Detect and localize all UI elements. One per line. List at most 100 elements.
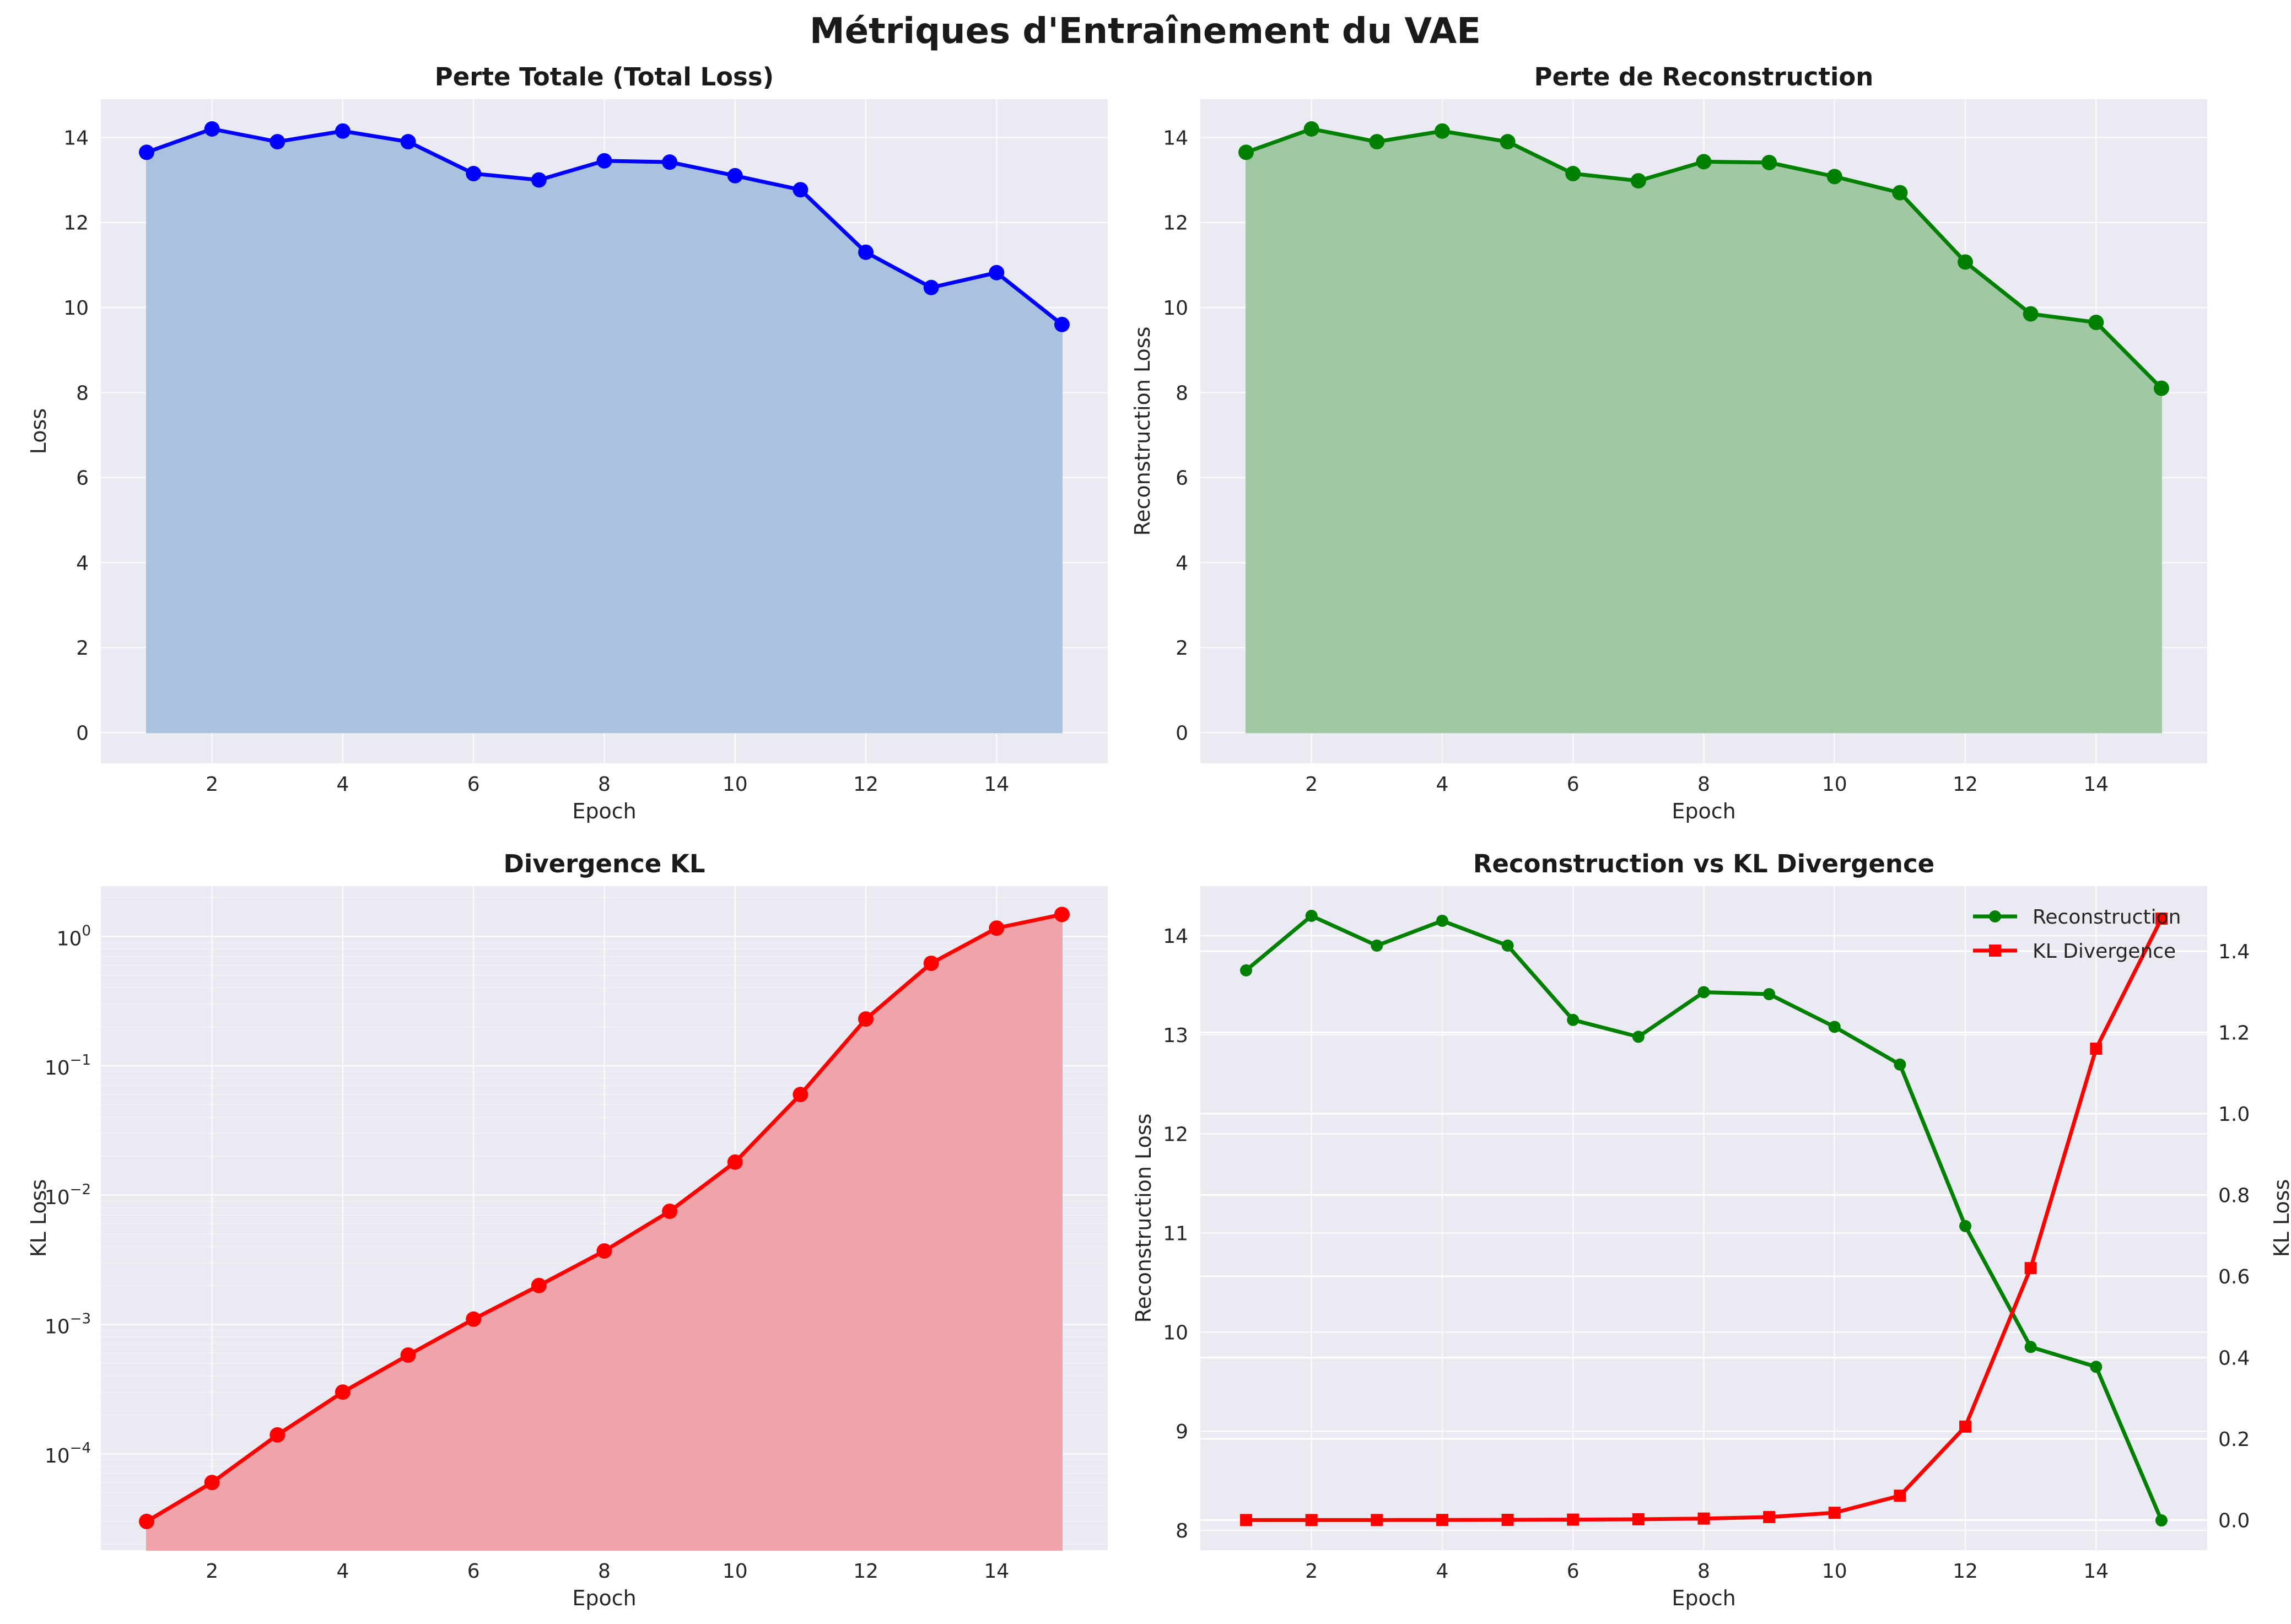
data-point: [1567, 1013, 1580, 1026]
data-point: [400, 134, 416, 150]
data-point: [1436, 914, 1448, 927]
y-tick-label: 2: [76, 637, 89, 660]
data-point: [858, 1011, 874, 1027]
y2-tick-label: 0.0: [2218, 1509, 2250, 1532]
y-axis-label: Loss: [26, 408, 51, 454]
x-tick-label: 4: [337, 773, 349, 796]
y-tick-label: 0: [76, 722, 89, 744]
legend-marker: [1989, 945, 2001, 957]
y-tick-label: 4: [1176, 552, 1188, 575]
y-axis-label: Reconstruction Loss: [1131, 1114, 1156, 1323]
data-point: [989, 920, 1005, 936]
x-tick-label: 12: [853, 1560, 878, 1583]
data-point: [1303, 121, 1319, 137]
y2-tick-label: 1.4: [2218, 941, 2250, 963]
data-point: [1697, 1512, 1710, 1525]
x-axis-label: Epoch: [1672, 1586, 1735, 1610]
data-point: [596, 153, 612, 169]
data-point: [269, 1427, 285, 1443]
y-axis-label: Reconstruction Loss: [1130, 327, 1155, 536]
data-point: [335, 123, 351, 139]
y-tick-label: 6: [1176, 467, 1188, 490]
data-point: [1959, 1420, 1972, 1433]
x-tick-label: 2: [1305, 1560, 1318, 1583]
y2-tick-label: 1.2: [2218, 1022, 2250, 1044]
x-tick-label: 4: [1436, 1560, 1449, 1583]
y-tick-label: 10−4: [45, 1440, 91, 1467]
y-tick-label: 8: [1176, 1520, 1188, 1542]
x-tick-label: 14: [2083, 773, 2109, 796]
data-point: [1763, 988, 1776, 1001]
data-point: [1371, 939, 1383, 952]
y-tick-label: 10: [63, 297, 89, 320]
chart-title: Perte Totale (Total Loss): [435, 62, 774, 91]
chart-title: Reconstruction vs KL Divergence: [1473, 849, 1934, 878]
data-point: [2088, 315, 2104, 331]
y-tick-label: 8: [1176, 382, 1188, 404]
legend-entry: KL Divergence: [2033, 940, 2176, 963]
x-tick-label: 4: [1436, 773, 1449, 796]
x-tick-label: 6: [1567, 1560, 1580, 1583]
chart-kl-divergence: 2 4 6 8 10 12 14 10−4 10−3 10−2 10−1 100 Divergence …: [26, 849, 1108, 1610]
data-point: [727, 168, 743, 184]
data-point: [1054, 316, 1070, 332]
data-point: [1240, 1514, 1253, 1526]
data-point: [1305, 1514, 1318, 1526]
data-point: [662, 1204, 678, 1220]
data-point: [1369, 134, 1385, 150]
data-point: [2023, 306, 2039, 322]
y-tick-label: 14: [63, 127, 89, 149]
data-point: [1054, 907, 1070, 922]
data-point: [1761, 154, 1777, 170]
data-point: [2024, 1262, 2037, 1275]
data-point: [1500, 134, 1516, 150]
data-point: [1959, 1220, 1972, 1232]
x-tick-label: 6: [1567, 773, 1580, 796]
y-tick-label: 12: [63, 212, 89, 235]
data-point: [2153, 380, 2169, 396]
data-point: [204, 121, 220, 137]
y-tick-label: 13: [1163, 1024, 1188, 1047]
y-tick-label: 0: [1176, 722, 1188, 744]
chart-recon-vs-kl: 2 4 6 8 10 12 14 8 9 10 11 12 13 14 0.0 0.2 0.4 0.6 0.8 1.0…: [1131, 849, 2291, 1610]
legend: Reconstruction KL Divergence: [1973, 906, 2181, 963]
y-tick-label: 10: [1163, 297, 1188, 320]
y-tick-label: 100: [57, 922, 91, 950]
y-tick-label: 12: [1163, 1124, 1188, 1146]
y2-axis-label: KL Loss: [2270, 1179, 2291, 1258]
data-point: [1632, 1030, 1645, 1043]
data-point: [989, 265, 1005, 280]
data-point: [1630, 173, 1646, 189]
data-point: [466, 166, 482, 182]
x-tick-label: 12: [1953, 1560, 1978, 1583]
y2-tick-label: 0.2: [2218, 1428, 2250, 1451]
x-tick-label: 14: [2083, 1560, 2109, 1583]
y-tick-label: 4: [76, 552, 89, 575]
y2-tick-label: 0.8: [2218, 1184, 2250, 1207]
data-point: [1501, 1514, 1514, 1526]
data-point: [335, 1384, 351, 1400]
data-point: [1501, 939, 1514, 952]
y-tick-label: 10: [1163, 1321, 1188, 1344]
x-tick-label: 2: [206, 773, 218, 796]
data-point: [269, 134, 285, 150]
data-point: [2024, 1341, 2037, 1353]
data-point: [139, 144, 155, 160]
x-axis-label: Epoch: [1672, 799, 1735, 823]
data-point: [923, 956, 939, 972]
y2-tick-label: 0.6: [2218, 1266, 2250, 1288]
x-tick-label: 8: [598, 1560, 611, 1583]
y2-tick-label: 0.4: [2218, 1347, 2250, 1369]
x-axis-label: Epoch: [572, 1586, 636, 1610]
data-point: [204, 1475, 220, 1491]
x-tick-label: 10: [1822, 1560, 1847, 1583]
legend-entry: Reconstruction: [2033, 906, 2181, 929]
data-point: [727, 1154, 743, 1170]
data-point: [662, 154, 678, 170]
x-tick-label: 14: [984, 1560, 1009, 1583]
x-tick-label: 4: [337, 1560, 349, 1583]
x-tick-label: 8: [1697, 773, 1710, 796]
y-tick-label: 2: [1176, 637, 1188, 660]
y-tick-label: 6: [76, 467, 89, 490]
